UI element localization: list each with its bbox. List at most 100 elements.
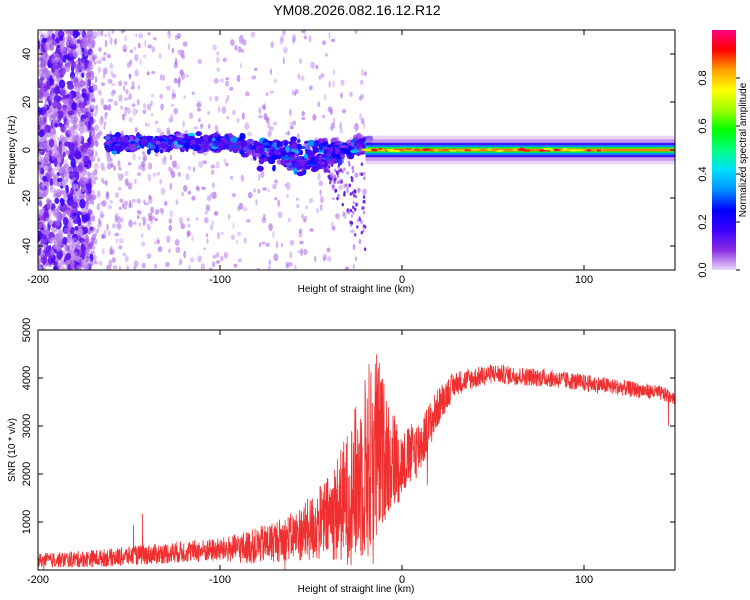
scatter-cell [264,115,269,121]
scatter-cell [146,253,152,259]
scatter-cell [268,126,274,131]
scatter-cell [103,229,107,236]
snr-ytick-label: 5000 [21,318,33,342]
scatter-cell [285,182,291,190]
scatter-cell [147,173,152,182]
noise-cell [44,32,50,38]
signal-cell [217,142,225,148]
scatter-cell [308,35,312,43]
scatter-cell [175,246,181,253]
scatter-cell [175,199,179,206]
noise-cell [44,71,49,81]
tail-cell [339,168,342,173]
scatter-cell [265,242,270,247]
scatter-cell [94,238,98,245]
scatter-cell [136,215,140,220]
scatter-cell [150,206,154,214]
scatter-cell [200,263,206,270]
scatter-cell [209,95,212,102]
tail-cell [336,174,340,179]
scatter-cell [292,34,296,38]
scatter-cell [177,49,182,55]
scatter-cell [257,188,261,194]
noise-cell [58,79,66,89]
scatter-cell [142,103,147,109]
signal-cell [175,132,183,137]
signal-cell [216,137,221,142]
tail-cell [331,184,334,188]
snr-ylabel: SNR (10 * v/v) [7,418,18,482]
scatter-cell [253,188,257,193]
signal-cell [330,146,334,154]
signal-cell [158,137,164,143]
scatter-cell [225,162,229,167]
noise-cell [59,35,64,41]
scatter-cell [173,61,178,69]
scatter-cell [124,255,129,263]
scatter-cell [212,181,215,188]
scatter-cell [289,239,295,246]
scatter-cell [231,193,237,198]
noise-cell [74,226,79,231]
scatter-cell [91,134,97,140]
tail-cell [333,177,337,182]
noise-cell [72,212,78,217]
scatter-cell [279,37,283,45]
scatter-cell [101,200,106,208]
scatter-cell [111,30,115,35]
noise-cell [81,72,85,78]
spectrogram-ytick-label: -20 [21,190,33,206]
scatter-cell [335,213,341,220]
carrier-peak [366,148,373,151]
noise-cell [85,192,89,203]
scatter-cell [338,185,343,191]
scatter-cell [363,122,366,130]
spectrogram-marks [38,30,675,270]
noise-cell [38,78,44,86]
noise-cell [38,255,42,264]
scatter-cell [187,165,192,171]
scatter-cell [303,35,308,40]
scatter-cell [309,228,314,232]
scatter-cell [201,186,206,191]
noise-cell [38,249,42,256]
scatter-cell [220,231,224,236]
colorbar-ticks: 0.0 0.2 0.4 0.6 0.8 [697,70,740,278]
scatter-cell [151,45,155,53]
scatter-cell [127,93,133,101]
tail-cell [340,180,343,184]
signal-cell [209,143,217,147]
scatter-cell [272,230,275,239]
scatter-cell [152,37,157,41]
scatter-cell [94,76,98,83]
scatter-cell [312,114,317,121]
scatter-cell [329,108,334,115]
signal-cell [122,136,129,144]
noise-cell [46,150,52,157]
scatter-cell [253,67,258,71]
noise-cell [62,216,69,227]
signal-cell [307,139,316,147]
scatter-cell [101,234,107,239]
signal-cell [285,146,290,152]
scatter-cell [186,217,190,222]
scatter-cell [93,162,99,171]
scatter-cell [109,248,115,256]
spectrogram-xtick-label: 100 [575,274,593,286]
tail-cell [337,165,340,169]
scatter-cell [270,41,274,49]
noise-cell [42,110,48,120]
scatter-cell [138,164,142,171]
scatter-cell [160,103,164,111]
noise-cell [48,77,55,86]
carrier-peak [552,148,560,152]
scatter-cell [90,105,95,110]
scatter-cell [245,219,251,223]
scatter-cell [188,112,194,119]
noise-cell [43,246,49,252]
signal-cell [246,152,251,156]
scatter-cell [269,90,275,94]
noise-cell [41,206,45,212]
scatter-cell [122,85,126,92]
signal-cell [356,152,361,156]
